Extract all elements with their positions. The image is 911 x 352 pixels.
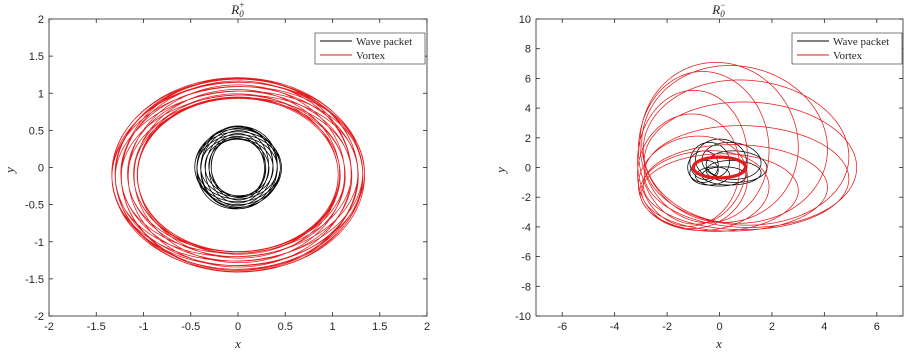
x-tick-label-right: 2: [769, 321, 775, 333]
y-tick-label-left: 2: [38, 14, 44, 26]
y-tick-label-right: 10: [519, 14, 531, 26]
x-tick-label-left: -1.5: [87, 321, 106, 333]
chart-title-left: R0+: [230, 0, 245, 19]
x-tick-label-left: -1: [139, 321, 149, 333]
y-tick-label-right: -2: [521, 192, 531, 204]
series-line-vortex-right: [637, 62, 858, 232]
series-line-vortex-core-right: [691, 155, 748, 180]
legend-box-left: [314, 32, 426, 65]
legend-label-vortex-right: Vortex: [833, 50, 863, 62]
series-group-left: [111, 77, 365, 273]
y-tick-label-left: 1: [38, 88, 44, 100]
y-tick-label-right: 0: [525, 163, 531, 175]
y-axis-label-left: y: [2, 167, 17, 175]
x-tick-label-right: 6: [874, 321, 880, 333]
chart-title-right: R0−: [711, 0, 726, 19]
panel-left: -2 -1.5 -1 -0.5 0 0.5 1 1.5 2 -2 -1.5 -1 -0.5 0 0.5 1 1.…: [2, 0, 430, 351]
x-tick-label-left: 0: [235, 321, 241, 333]
x-axis-label-right: x: [715, 336, 722, 351]
y-tick-label-right: -8: [521, 281, 531, 293]
legend-label-wave-packet-right: Wave packet: [833, 36, 889, 48]
legend-label-vortex-left: Vortex: [356, 50, 386, 62]
panel-right: -6 -4 -2 0 2 4 6 -10 -8 -6 -4 -2 0 2 4 6 8 10 R0− x y Wav…: [493, 0, 904, 351]
series-group-right: [637, 62, 858, 232]
x-tick-label-right: -6: [557, 321, 567, 333]
y-tick-label-left: -2: [34, 311, 44, 323]
x-tick-label-left: -0.5: [181, 321, 200, 333]
x-tick-label-right: 4: [821, 321, 827, 333]
y-tick-label-left: 1.5: [29, 51, 44, 63]
y-tick-label-left: -1: [34, 237, 44, 249]
series-line-wave-packet-left: [194, 125, 282, 210]
ticks-left: -2 -1.5 -1 -0.5 0 0.5 1 1.5 2 -2 -1.5 -1 -0.5 0 0.5 1 1.…: [25, 14, 430, 333]
ticks-right: -6 -4 -2 0 2 4 6 -10 -8 -6 -4 -2 0 2 4 6 8 10: [515, 14, 903, 333]
legend-box-right: [791, 32, 903, 65]
legend-left: Wave packet Vortex: [314, 32, 426, 65]
x-tick-label-left: -2: [44, 321, 54, 333]
y-tick-label-right: 6: [525, 73, 531, 85]
x-tick-label-left: 0.5: [278, 321, 293, 333]
y-tick-label-left: -0.5: [25, 200, 44, 212]
y-tick-label-right: -6: [521, 252, 531, 264]
x-tick-label-left: 2: [424, 321, 430, 333]
x-tick-label-left: 1.5: [372, 321, 387, 333]
y-tick-label-right: 8: [525, 44, 531, 56]
legend-right: Wave packet Vortex: [791, 32, 903, 65]
x-tick-label-right: -4: [610, 321, 620, 333]
y-tick-label-right: 2: [525, 133, 531, 145]
x-axis-label-left: x: [234, 336, 241, 351]
y-tick-label-left: 0: [38, 163, 44, 175]
y-tick-label-left: -1.5: [25, 274, 44, 286]
x-tick-label-right: 0: [716, 321, 722, 333]
y-tick-label-left: 0.5: [29, 125, 44, 137]
y-tick-label-right: -4: [521, 222, 531, 234]
series-line-vortex-left: [111, 77, 365, 273]
x-tick-label-right: -2: [662, 321, 672, 333]
y-tick-label-right: 4: [525, 103, 531, 115]
y-axis-label-right: y: [493, 167, 508, 175]
legend-label-wave-packet-left: Wave packet: [356, 36, 412, 48]
y-tick-label-right: -10: [515, 311, 531, 323]
x-tick-label-left: 1: [329, 321, 335, 333]
